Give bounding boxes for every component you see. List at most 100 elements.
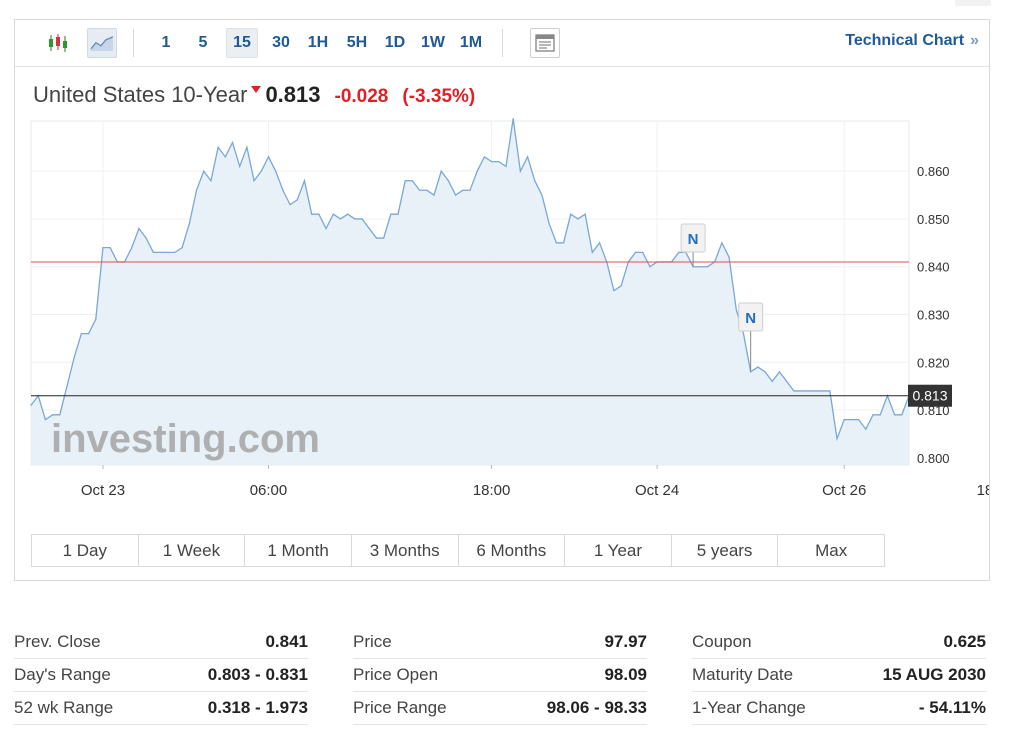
y-tick-label: 0.840 — [917, 260, 950, 275]
interval-1d[interactable]: 1D — [384, 34, 406, 51]
data-point — [814, 390, 817, 392]
data-point — [634, 251, 637, 253]
data-point — [843, 419, 845, 421]
price-change-percent: (-3.35%) — [402, 86, 476, 107]
news-marker-box — [680, 223, 706, 253]
news-marker[interactable]: N — [738, 302, 764, 372]
data-point — [411, 180, 414, 182]
data-point — [642, 251, 644, 253]
stat-row: Prev. Close 0.841 — [14, 626, 308, 659]
data-point — [584, 213, 586, 215]
data-point — [419, 189, 421, 191]
y-tick-label: 0.860 — [917, 164, 950, 179]
interval-1h[interactable]: 1H — [307, 34, 329, 51]
data-point — [613, 290, 615, 292]
data-point — [303, 180, 306, 182]
data-point — [476, 170, 478, 172]
price-chart[interactable]: 0.800 0.810 0.820 0.830 0.840 0.850 0.860 Oct 2… — [15, 20, 989, 520]
data-point — [562, 242, 565, 244]
technical-chart-link[interactable]: Technical Chart » — [845, 32, 979, 50]
data-point — [102, 247, 104, 249]
stat-label: Price Open — [353, 665, 439, 684]
interval-5[interactable]: 5 — [198, 34, 208, 51]
range-1-day[interactable]: 1 Day — [32, 535, 139, 566]
data-point — [181, 247, 183, 249]
x-tick-label: 18:00 — [977, 482, 989, 499]
stat-row: 52 wk Range 0.318 - 1.973 — [14, 692, 308, 725]
data-point — [231, 141, 234, 144]
last-price-box — [908, 384, 952, 407]
data-point — [51, 414, 54, 416]
x-tick-label: 06:00 — [250, 482, 288, 499]
data-point — [332, 213, 334, 215]
x-tick-label: Oct 24 — [635, 482, 679, 499]
range-5-years[interactable]: 5 years — [672, 535, 779, 566]
data-point — [469, 189, 471, 191]
stat-row: Day's Range 0.803 - 0.831 — [14, 659, 308, 692]
data-point — [368, 227, 370, 230]
data-point — [498, 161, 500, 163]
data-point — [138, 227, 140, 230]
area-chart-button[interactable] — [87, 28, 117, 58]
data-point — [505, 165, 507, 167]
data-point — [109, 247, 111, 249]
data-point — [95, 318, 97, 320]
stat-value: 0.803 - 0.831 — [207, 665, 308, 684]
news-marker-label: N — [745, 310, 756, 327]
stat-row: Maturity Date 15 AUG 2030 — [692, 659, 986, 692]
data-point — [440, 170, 442, 172]
price-change: -0.028 — [334, 86, 389, 107]
candlestick-icon — [49, 34, 67, 52]
data-point — [195, 189, 198, 191]
toolbar-separator — [133, 29, 134, 57]
data-point — [167, 251, 169, 253]
data-point — [375, 237, 378, 239]
technical-chart-label: Technical Chart — [845, 32, 965, 49]
data-point — [570, 213, 572, 215]
stats-column: Price 97.97 Price Open 98.09 Price Range 98.0… — [353, 626, 647, 725]
interval-5h[interactable]: 5H — [346, 34, 368, 51]
data-point — [548, 223, 550, 225]
data-point — [289, 204, 291, 206]
data-table-button[interactable] — [530, 28, 560, 58]
stat-row: Price Range 98.06 - 98.33 — [353, 692, 647, 725]
down-arrow-icon — [251, 86, 262, 93]
data-point — [901, 414, 903, 416]
data-point — [217, 146, 219, 148]
range-1-week[interactable]: 1 Week — [139, 535, 246, 566]
range-3-months[interactable]: 3 Months — [352, 535, 459, 566]
toolbar-separator — [502, 29, 503, 57]
data-point — [858, 419, 860, 421]
stats-column: Prev. Close 0.841 Day's Range 0.803 - 0.831… — [14, 626, 308, 725]
data-point — [44, 419, 46, 421]
range-6-months[interactable]: 6 Months — [459, 535, 566, 566]
data-point — [80, 333, 82, 335]
data-point — [728, 256, 730, 258]
interval-15[interactable]: 15 — [226, 28, 258, 58]
data-point — [490, 161, 493, 163]
interval-1[interactable]: 1 — [161, 34, 171, 51]
data-point — [512, 118, 514, 120]
stat-label: 1-Year Change — [692, 698, 806, 717]
area-fill — [31, 118, 909, 466]
y-tick-label: 0.810 — [917, 403, 950, 418]
data-point — [73, 356, 75, 359]
stat-row: Price 97.97 — [353, 626, 647, 659]
range-1-year[interactable]: 1 Year — [565, 535, 672, 566]
news-marker[interactable]: N — [680, 223, 706, 267]
interval-1m[interactable]: 1M — [459, 34, 483, 51]
range-1-month[interactable]: 1 Month — [245, 535, 352, 566]
candlestick-chart-button[interactable] — [43, 28, 73, 58]
y-tick-label: 0.800 — [917, 451, 950, 466]
stat-label: Price — [353, 632, 392, 651]
range-max[interactable]: Max — [815, 540, 848, 560]
interval-1w[interactable]: 1W — [421, 34, 445, 51]
data-point — [519, 170, 521, 172]
interval-30[interactable]: 30 — [272, 34, 290, 51]
data-point — [311, 213, 313, 215]
stat-label: Prev. Close — [14, 632, 101, 651]
stats-column: Coupon 0.625 Maturity Date 15 AUG 2030 1-Yea… — [692, 626, 986, 725]
stat-value: 0.625 — [943, 632, 986, 651]
chart-toolbar: 1 5 15 30 1H 5H 1D 1W 1M Technical Chart» — [15, 20, 989, 67]
data-point — [807, 390, 809, 392]
